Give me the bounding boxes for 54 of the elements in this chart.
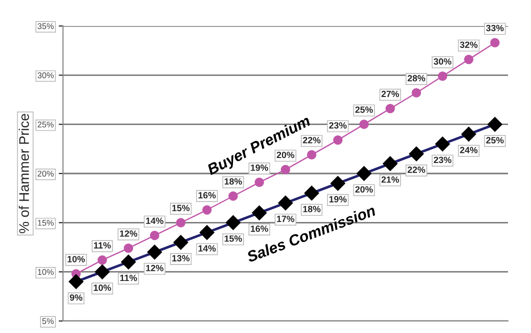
data-label: 19%: [250, 164, 268, 171]
y-tick-label: 20%: [38, 170, 54, 177]
data-label: 13%: [172, 255, 190, 262]
data-label: 30%: [434, 58, 452, 65]
point: [202, 205, 212, 215]
point: [359, 120, 369, 130]
y-tick-label: 10%: [38, 269, 54, 275]
y-tick-label: 25%: [38, 122, 54, 128]
data-label: 15%: [224, 235, 242, 242]
data-label: 9%: [70, 294, 82, 301]
data-label: 10%: [68, 256, 85, 262]
point: [228, 191, 238, 201]
data-label: 22%: [408, 166, 426, 173]
data-label: 12%: [120, 230, 138, 237]
data-label: 16%: [250, 226, 268, 232]
data-label: 14%: [146, 218, 164, 224]
data-label: 10%: [94, 284, 112, 291]
data-label: 25%: [355, 106, 373, 113]
point: [464, 54, 474, 64]
point: [438, 71, 448, 81]
point: [412, 88, 422, 98]
y-tick-label: 5%: [42, 318, 54, 324]
data-label: 14%: [198, 245, 216, 252]
data-label: 24%: [460, 146, 478, 154]
point: [490, 38, 500, 48]
point: [280, 164, 290, 174]
data-label: 12%: [146, 264, 164, 272]
point: [386, 104, 395, 114]
data-label: 20%: [276, 152, 294, 158]
point: [150, 230, 160, 240]
data-label: 20%: [355, 186, 373, 193]
data-label: 27%: [381, 90, 400, 98]
data-label: 28%: [408, 75, 426, 82]
data-label: 32%: [460, 42, 478, 48]
point: [176, 218, 186, 228]
point: [333, 135, 343, 145]
y-tick-label: 35%: [38, 23, 54, 30]
y-tick-label: 30%: [38, 72, 54, 78]
y-tick-label: 15%: [38, 220, 54, 226]
data-label: 11%: [94, 242, 111, 249]
data-label: 15%: [172, 204, 190, 212]
data-label: 19%: [329, 196, 347, 202]
data-label: 23%: [329, 122, 347, 129]
data-label: 25%: [486, 137, 504, 144]
data-label: 16%: [198, 192, 216, 198]
y-axis-title: % of Hammer Price: [18, 114, 29, 234]
data-label: 21%: [381, 176, 400, 183]
point: [254, 178, 264, 188]
data-label: 33%: [486, 24, 504, 32]
point: [98, 255, 107, 265]
data-label: 11%: [120, 274, 137, 282]
point: [124, 244, 134, 253]
data-label: 23%: [434, 156, 452, 164]
data-label: 18%: [224, 178, 242, 185]
